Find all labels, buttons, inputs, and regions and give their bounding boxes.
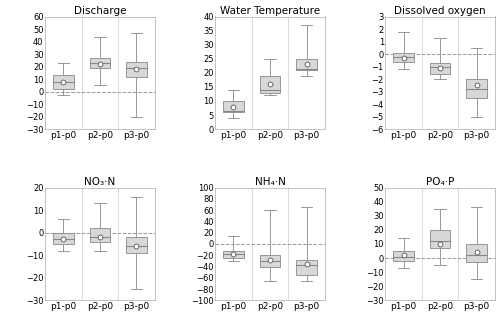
Bar bbox=[53, 75, 74, 89]
Bar bbox=[466, 244, 487, 262]
Bar bbox=[394, 251, 414, 261]
Bar bbox=[223, 251, 244, 258]
Bar bbox=[260, 76, 280, 92]
Title: Discharge: Discharge bbox=[74, 6, 126, 16]
Bar bbox=[466, 79, 487, 98]
Title: Dissolved oxygen: Dissolved oxygen bbox=[394, 6, 486, 16]
Bar bbox=[260, 255, 280, 267]
Bar bbox=[90, 228, 110, 242]
Title: NO₃·N: NO₃·N bbox=[84, 177, 116, 187]
Title: NH₄·N: NH₄·N bbox=[254, 177, 286, 187]
Bar bbox=[296, 260, 317, 275]
Bar bbox=[394, 53, 414, 62]
Bar bbox=[126, 237, 146, 253]
Bar bbox=[53, 233, 74, 244]
Bar bbox=[430, 63, 450, 74]
Bar bbox=[430, 230, 450, 248]
Title: PO₄·P: PO₄·P bbox=[426, 177, 454, 187]
Title: Water Temperature: Water Temperature bbox=[220, 6, 320, 16]
Bar bbox=[223, 101, 244, 112]
Bar bbox=[296, 59, 317, 70]
Bar bbox=[126, 62, 146, 77]
Bar bbox=[90, 58, 110, 68]
